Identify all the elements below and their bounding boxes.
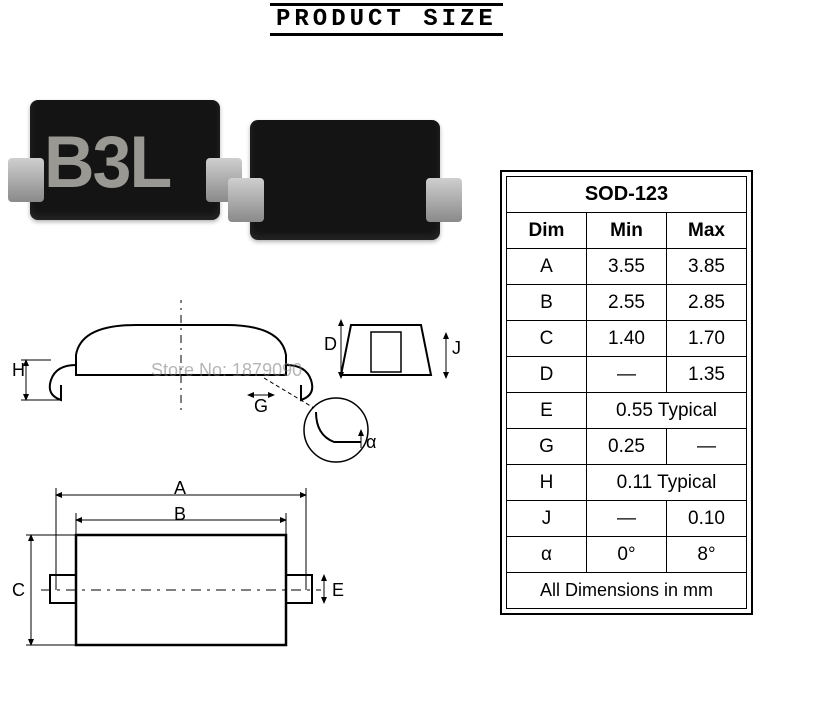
table-row: J—0.10: [507, 501, 747, 537]
cell-min: —: [587, 501, 667, 537]
cell-max: 1.35: [667, 357, 747, 393]
chip-pin-icon: [228, 178, 264, 222]
table-footer: All Dimensions in mm: [507, 573, 747, 609]
label-E: E: [332, 580, 344, 601]
cell-dim: D: [507, 357, 587, 393]
label-H: H: [12, 360, 25, 381]
table-row: A3.553.85: [507, 249, 747, 285]
chip-pin-icon: [8, 158, 44, 202]
table-header-row: Dim Min Max: [507, 213, 747, 249]
cell-min: 0°: [587, 537, 667, 573]
dimensions-table-wrap: SOD-123 Dim Min Max A3.553.85B2.552.85C1…: [500, 170, 753, 615]
chip-marking: B3L: [44, 120, 170, 204]
cell-max: 3.85: [667, 249, 747, 285]
label-D: D: [324, 334, 337, 355]
cell-min: 2.55: [587, 285, 667, 321]
dimensions-table: SOD-123 Dim Min Max A3.553.85B2.552.85C1…: [506, 176, 747, 609]
table-row: H0.11 Typical: [507, 465, 747, 501]
cell-dim: B: [507, 285, 587, 321]
cell-max: 8°: [667, 537, 747, 573]
product-photo: B3L: [20, 90, 450, 280]
cell-span: 0.55 Typical: [587, 393, 747, 429]
cell-dim: H: [507, 465, 587, 501]
cell-max: 0.10: [667, 501, 747, 537]
cell-max: 2.85: [667, 285, 747, 321]
label-A: A: [174, 478, 186, 499]
table-row: D—1.35: [507, 357, 747, 393]
table-row: C1.401.70: [507, 321, 747, 357]
cell-min: 1.40: [587, 321, 667, 357]
cell-max: 1.70: [667, 321, 747, 357]
cell-max: —: [667, 429, 747, 465]
col-min: Min: [587, 213, 667, 249]
col-dim: Dim: [507, 213, 587, 249]
table-row: G0.25—: [507, 429, 747, 465]
chip-right: [250, 120, 440, 240]
chip-left: B3L: [30, 100, 220, 220]
diagram-svg: [6, 300, 466, 690]
table-title: SOD-123: [507, 177, 747, 213]
dimension-diagram: Store No: 1879090: [6, 300, 466, 690]
cell-span: 0.11 Typical: [587, 465, 747, 501]
cell-dim: A: [507, 249, 587, 285]
label-G: G: [254, 396, 268, 417]
table-body: A3.553.85B2.552.85C1.401.70D—1.35E0.55 T…: [507, 249, 747, 573]
page-title: PRODUCT SIZE: [270, 3, 503, 36]
label-C: C: [12, 580, 25, 601]
cell-dim: C: [507, 321, 587, 357]
label-J: J: [452, 338, 461, 359]
chip-pin-icon: [426, 178, 462, 222]
cell-min: —: [587, 357, 667, 393]
title-block: PRODUCT SIZE: [270, 6, 503, 33]
table-row: α0°8°: [507, 537, 747, 573]
cell-dim: α: [507, 537, 587, 573]
cell-dim: E: [507, 393, 587, 429]
col-max: Max: [667, 213, 747, 249]
label-B: B: [174, 504, 186, 525]
table-row: B2.552.85: [507, 285, 747, 321]
cell-min: 0.25: [587, 429, 667, 465]
cell-dim: G: [507, 429, 587, 465]
label-alpha: α: [366, 432, 376, 453]
table-row: E0.55 Typical: [507, 393, 747, 429]
cell-min: 3.55: [587, 249, 667, 285]
cell-dim: J: [507, 501, 587, 537]
